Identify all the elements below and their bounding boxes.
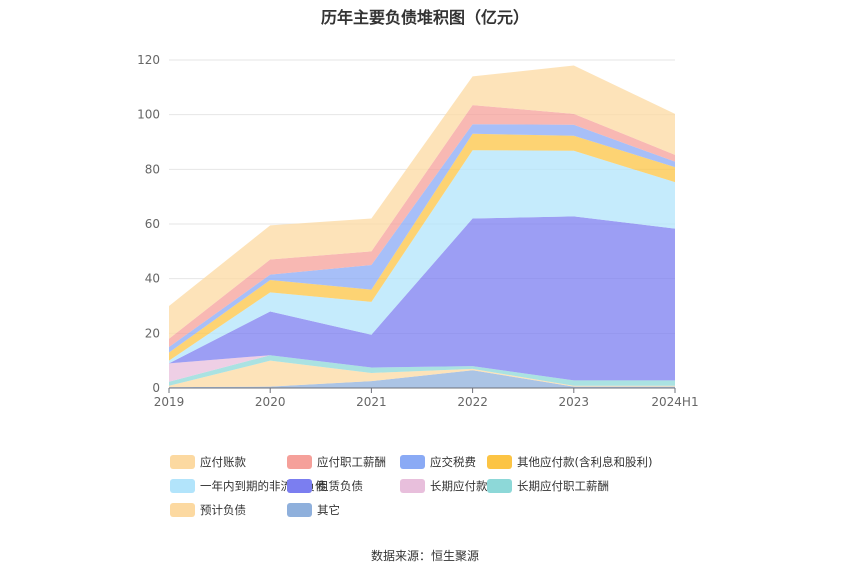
legend-label: 长期应付职工薪酬 [517, 479, 609, 493]
legend-label: 应付账款 [200, 455, 246, 469]
legend-label: 应付职工薪酬 [317, 455, 386, 469]
legend-item[interactable]: 应付职工薪酬 [287, 454, 400, 470]
legend-item[interactable]: 其他应付款(含利息和股利) [487, 454, 667, 470]
x-tick-label: 2022 [457, 395, 488, 409]
legend-item[interactable]: 长期应付款合计 [400, 478, 511, 494]
area-预计负债 [169, 360, 675, 388]
area-长期应付职工薪酬 [169, 355, 675, 386]
axes: 0 20 40 60 80 100 120 2019 2020 2021 2022 2023 2024H… [137, 53, 699, 409]
y-tick-label: 100 [137, 108, 160, 122]
area-其它 [169, 370, 675, 388]
legend-swatch [400, 479, 425, 493]
area-应交税费 [169, 124, 675, 353]
legend-label: 预计负债 [200, 503, 246, 517]
y-tick-label: 40 [145, 272, 160, 286]
legend-swatch [400, 455, 425, 469]
legend-swatch [487, 455, 512, 469]
x-tick-label: 2021 [356, 395, 387, 409]
legend-item[interactable]: 其它 [287, 502, 400, 518]
y-tick-label: 20 [145, 326, 160, 340]
legend-row: 一年内到期的非流动负债 租赁负债 长期应付款合计 长期应付职工薪酬 [170, 474, 730, 498]
legend-item[interactable]: 应付账款 [170, 454, 287, 470]
area-一年内到期的非流动负债 [169, 150, 675, 364]
stacked-area-chart: 0 20 40 60 80 100 120 2019 2020 2021 2022 2023 2024H… [137, 53, 699, 409]
y-tick-label: 0 [152, 381, 160, 395]
legend-item[interactable]: 预计负债 [170, 502, 287, 518]
legend: 应付账款 应付职工薪酬 应交税费 其他应付款(含利息和股利) 一年内到期的非流动负债 租赁… [170, 450, 730, 522]
legend-row: 预计负债 其它 [170, 498, 730, 522]
x-tick-label: 2020 [255, 395, 286, 409]
area-应付账款 [169, 65, 675, 339]
legend-item[interactable]: 租赁负债 [287, 478, 400, 494]
legend-row: 应付账款 应付职工薪酬 应交税费 其他应付款(含利息和股利) [170, 450, 730, 474]
chart-title: 历年主要负债堆积图（亿元） [320, 8, 529, 27]
legend-swatch [170, 479, 195, 493]
y-tick-label: 120 [137, 53, 160, 67]
legend-swatch [287, 455, 312, 469]
legend-swatch [487, 479, 512, 493]
x-tick-label: 2019 [154, 395, 185, 409]
y-tick-label: 80 [145, 162, 160, 176]
area-其他应付款(含利息和股利) [169, 133, 675, 361]
legend-swatch [170, 455, 195, 469]
legend-label: 其他应付款(含利息和股利) [517, 455, 653, 469]
x-tick-label: 2024H1 [651, 395, 698, 409]
legend-label: 租赁负债 [317, 479, 363, 493]
source-note: 数据来源：恒生聚源 [370, 549, 479, 563]
legend-swatch [287, 479, 312, 493]
legend-item[interactable]: 应交税费 [400, 454, 487, 470]
x-tick-label: 2023 [559, 395, 590, 409]
area-租赁负债 [169, 216, 675, 381]
legend-label: 应交税费 [430, 455, 476, 469]
legend-label: 其它 [317, 503, 340, 517]
legend-item[interactable]: 一年内到期的非流动负债 [170, 478, 327, 494]
legend-swatch [287, 503, 312, 517]
y-tick-label: 60 [145, 217, 160, 231]
legend-item[interactable]: 长期应付职工薪酬 [487, 478, 667, 494]
area-series [169, 65, 675, 388]
legend-swatch [170, 503, 195, 517]
